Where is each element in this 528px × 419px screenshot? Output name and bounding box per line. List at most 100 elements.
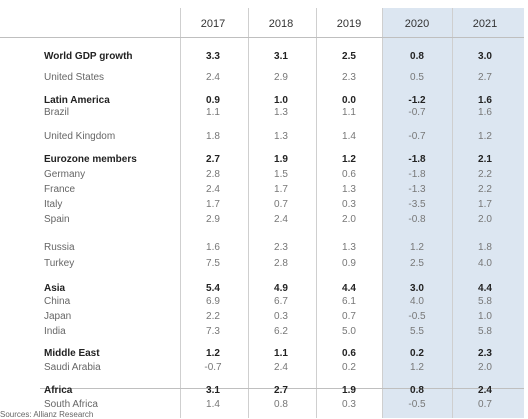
cell-2019: 0.2: [342, 362, 356, 373]
cell-2017: 2.4: [206, 72, 220, 83]
cell-2019: 1.3: [342, 184, 356, 195]
cell-2020: -0.7: [408, 131, 426, 142]
cell-2017: 2.7: [206, 154, 220, 165]
cell-2021: 2.2: [478, 169, 492, 180]
cell-2017: 5.4: [206, 283, 220, 294]
row-label: Italy: [44, 199, 63, 210]
cell-2021: 1.8: [478, 242, 492, 253]
cell-2020: -0.5: [408, 311, 426, 322]
column-divider: [248, 8, 249, 418]
cell-2017: 2.4: [206, 184, 220, 195]
cell-2019: 0.0: [342, 95, 356, 106]
cell-2019: 0.9: [342, 258, 356, 269]
cell-2017: 1.8: [206, 131, 220, 142]
cell-2018: 4.9: [274, 283, 288, 294]
cell-2021: 5.8: [478, 326, 492, 337]
cell-2020: 1.2: [410, 362, 424, 373]
year-header-2017: 2017: [200, 18, 226, 30]
cell-2021: 5.8: [478, 296, 492, 307]
cell-2019: 2.0: [342, 214, 356, 225]
cell-2019: 1.3: [342, 242, 356, 253]
cell-2020: -1.2: [408, 95, 426, 106]
cell-2018: 2.4: [274, 362, 288, 373]
cell-2018: 1.3: [274, 131, 288, 142]
cell-2017: 7.3: [206, 326, 220, 337]
cell-2021: 1.6: [478, 95, 492, 106]
cell-2017: 0.9: [206, 95, 220, 106]
cell-2020: -0.8: [408, 214, 426, 225]
cell-2019: 6.1: [342, 296, 356, 307]
year-header-2020: 2020: [404, 18, 430, 30]
row-label: Eurozone members: [44, 154, 137, 165]
cell-2018: 1.7: [274, 184, 288, 195]
cell-2021: 2.1: [478, 154, 492, 165]
cell-2020: -1.8: [408, 169, 426, 180]
cell-2019: 0.3: [342, 399, 356, 410]
cell-2018: 1.9: [274, 154, 288, 165]
cell-2017: 6.9: [206, 296, 220, 307]
cell-2019: 1.4: [342, 131, 356, 142]
row-label: India: [44, 326, 66, 337]
cell-2021: 3.0: [478, 51, 492, 62]
cell-2021: 4.0: [478, 258, 492, 269]
row-label: Turkey: [44, 258, 75, 269]
row-label: United States: [44, 72, 105, 83]
column-divider: [180, 8, 181, 418]
cell-2021: 2.0: [478, 362, 492, 373]
cell-2018: 2.7: [274, 385, 288, 396]
cell-2020: 4.0: [410, 296, 424, 307]
row-label: China: [44, 296, 71, 307]
cell-2017: 1.1: [206, 107, 220, 118]
column-divider: [382, 8, 383, 418]
forecast-years-shading: [382, 8, 524, 418]
cell-2021: 1.2: [478, 131, 492, 142]
cell-2018: 0.3: [274, 311, 288, 322]
cell-2017: 7.5: [206, 258, 220, 269]
cell-2020: 0.8: [410, 385, 424, 396]
cell-2017: 1.7: [206, 199, 220, 210]
cell-2019: 1.2: [342, 154, 356, 165]
cell-2018: 1.5: [274, 169, 288, 180]
cell-2018: 1.3: [274, 107, 288, 118]
cell-2021: 0.7: [478, 399, 492, 410]
row-label: Brazil: [44, 107, 70, 118]
cell-2017: 1.2: [206, 348, 220, 359]
cell-2020: 0.8: [410, 51, 424, 62]
cell-2019: 5.0: [342, 326, 356, 337]
cell-2020: -0.7: [408, 107, 426, 118]
row-label: South Africa: [44, 399, 98, 410]
cell-2021: 2.2: [478, 184, 492, 195]
cell-2017: 1.6: [206, 242, 220, 253]
row-label: Spain: [44, 214, 70, 225]
cell-2017: 1.4: [206, 399, 220, 410]
cell-2019: 0.7: [342, 311, 356, 322]
cell-2017: 2.8: [206, 169, 220, 180]
cell-2017: 2.9: [206, 214, 220, 225]
cell-2020: 0.2: [410, 348, 424, 359]
row-label: Middle East: [44, 348, 100, 359]
cell-2018: 0.7: [274, 199, 288, 210]
row-label: Asia: [44, 283, 66, 294]
cell-2021: 2.7: [478, 72, 492, 83]
year-header-2019: 2019: [336, 18, 362, 30]
cell-2019: 0.6: [342, 169, 356, 180]
cell-2020: -1.3: [408, 184, 426, 195]
cell-2020: 3.0: [410, 283, 424, 294]
cell-2019: 0.3: [342, 199, 356, 210]
cell-2019: 0.6: [342, 348, 356, 359]
row-label: Africa: [44, 385, 73, 396]
cell-2019: 2.5: [342, 51, 356, 62]
row-label: Russia: [44, 242, 75, 253]
cell-2019: 1.9: [342, 385, 356, 396]
cell-2018: 2.8: [274, 258, 288, 269]
cell-2019: 4.4: [342, 283, 356, 294]
row-label: World GDP growth: [44, 51, 133, 62]
cell-2020: -1.8: [408, 154, 426, 165]
cell-2018: 6.2: [274, 326, 288, 337]
cell-2021: 1.0: [478, 311, 492, 322]
cell-2018: 1.0: [274, 95, 288, 106]
cell-2020: -3.5: [408, 199, 426, 210]
cell-2018: 0.8: [274, 399, 288, 410]
cell-2021: 1.7: [478, 199, 492, 210]
